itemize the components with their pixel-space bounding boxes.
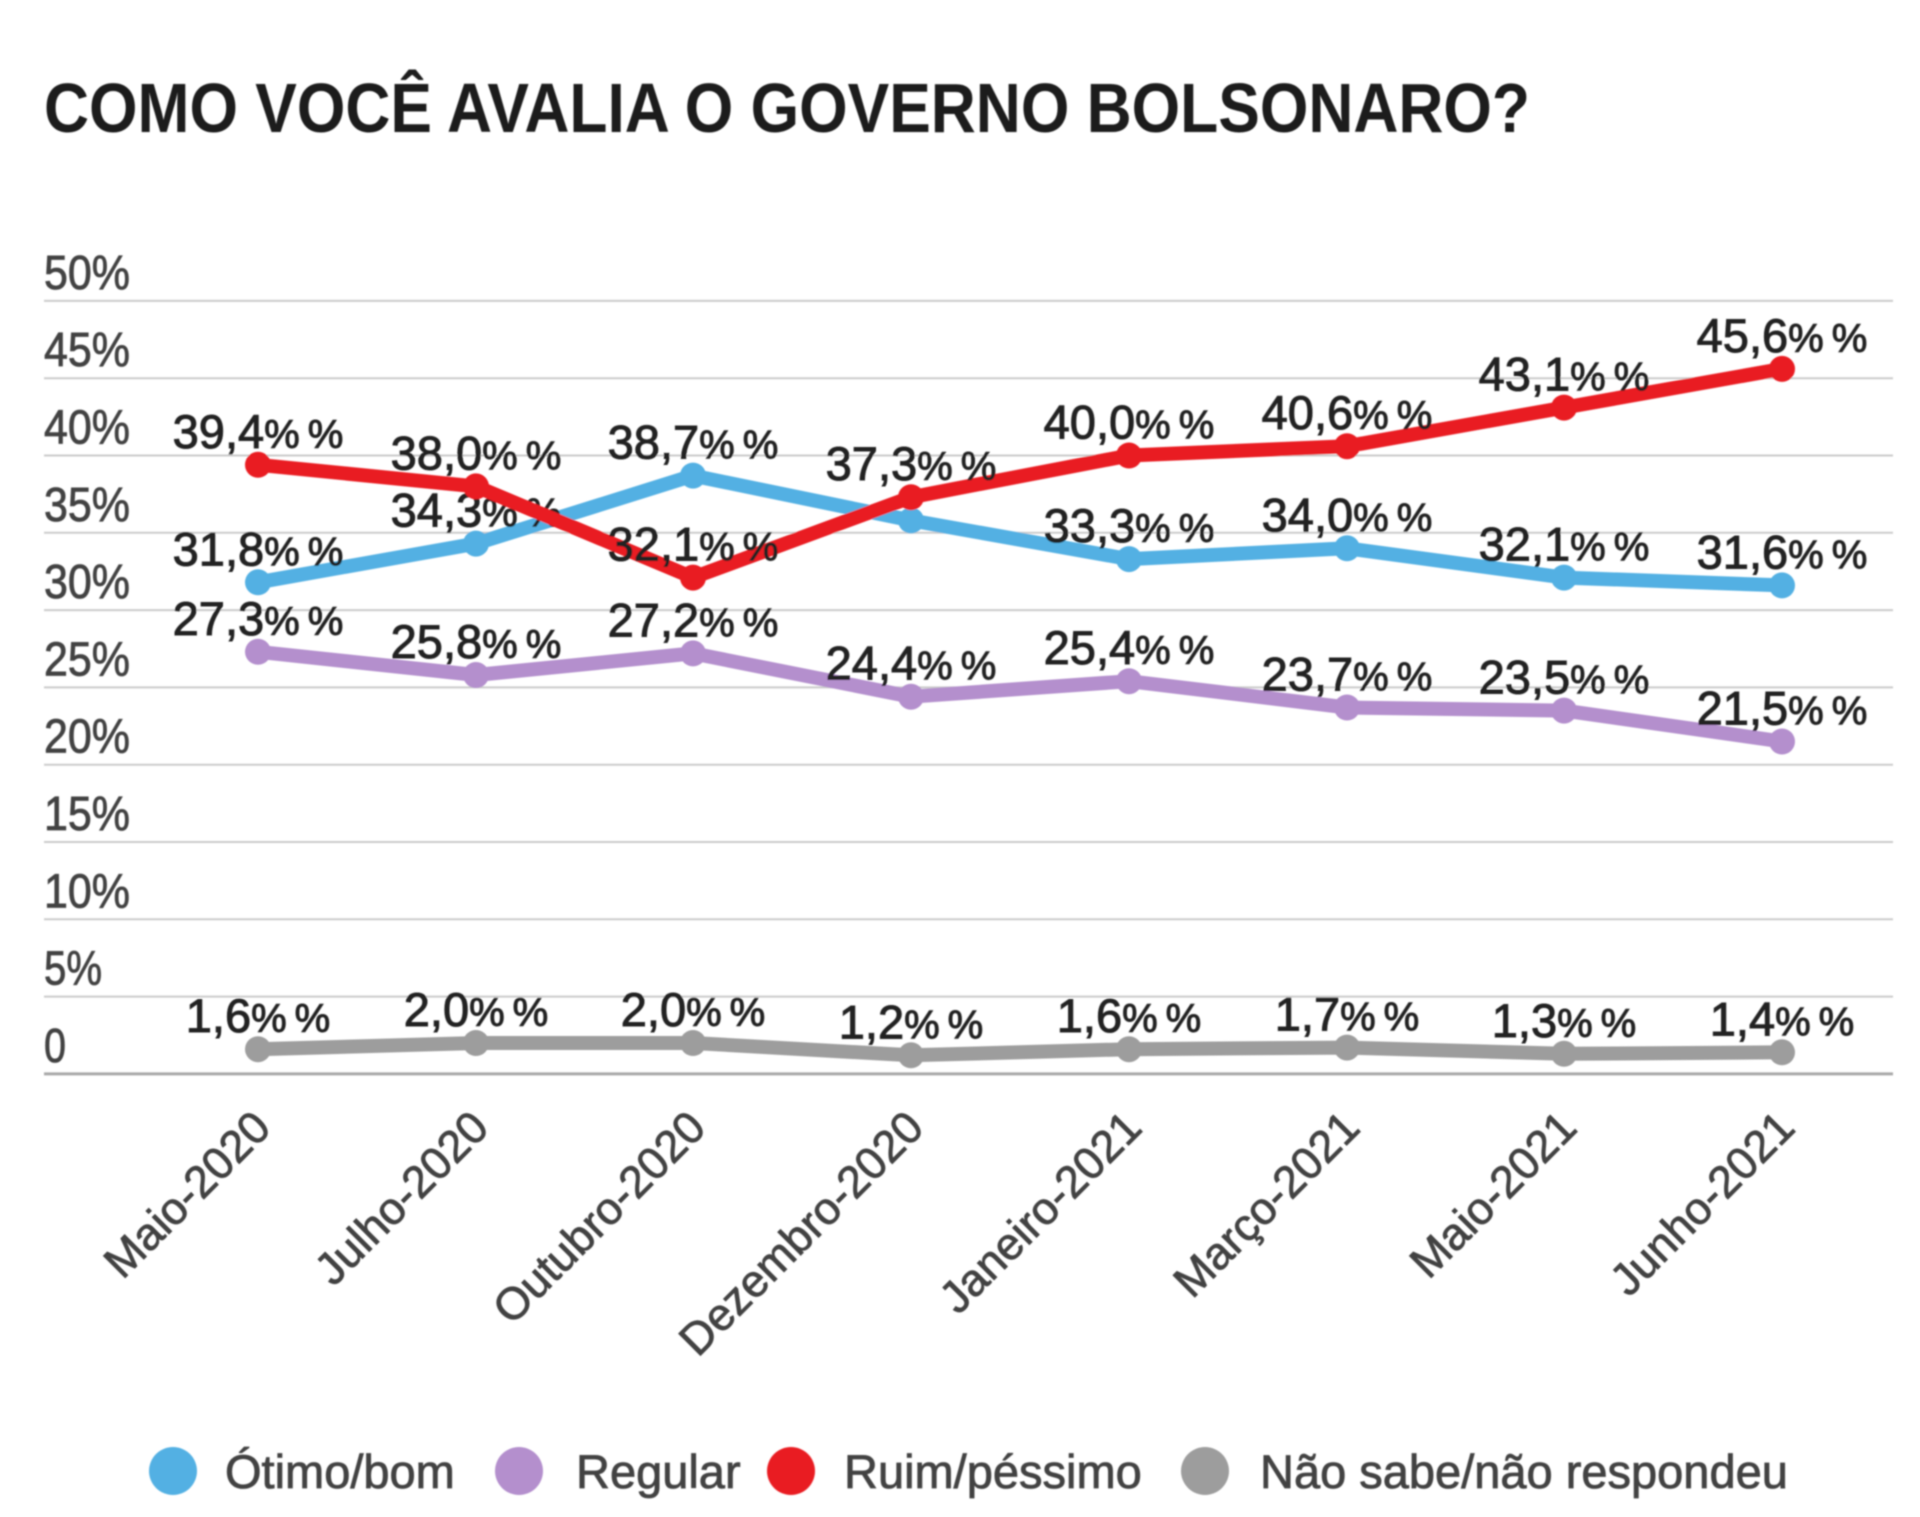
svg-text:31,8%%: 31,8%% xyxy=(173,522,344,575)
svg-text:COMO VOCÊ AVALIA O GOVERNO BOL: COMO VOCÊ AVALIA O GOVERNO BOLSONARO? xyxy=(44,68,1530,147)
svg-text:2,0%%: 2,0%% xyxy=(621,983,766,1036)
svg-text:1,7%%: 1,7%% xyxy=(1275,988,1420,1041)
svg-text:43,1%%: 43,1%% xyxy=(1479,348,1650,401)
svg-text:24,4%%: 24,4%% xyxy=(826,637,997,690)
svg-text:50%: 50% xyxy=(44,247,130,300)
svg-text:20%: 20% xyxy=(44,711,130,764)
svg-text:34,0%%: 34,0%% xyxy=(1262,488,1433,541)
svg-text:39,4%%: 39,4%% xyxy=(173,405,344,458)
svg-text:15%: 15% xyxy=(44,788,130,841)
svg-text:40,0%%: 40,0%% xyxy=(1044,396,1215,449)
svg-text:38,0%%: 38,0%% xyxy=(391,426,562,479)
svg-text:Ótimo/bom: Ótimo/bom xyxy=(225,1445,455,1498)
svg-text:27,3%%: 27,3%% xyxy=(173,592,344,645)
svg-text:31,6%%: 31,6%% xyxy=(1697,525,1868,578)
svg-text:21,5%%: 21,5%% xyxy=(1697,682,1868,735)
svg-text:2,0%%: 2,0%% xyxy=(404,983,549,1036)
svg-text:40,6%%: 40,6%% xyxy=(1262,386,1433,439)
svg-text:37,3%%: 37,3%% xyxy=(826,437,997,490)
svg-text:25,4%%: 25,4%% xyxy=(1044,621,1215,674)
svg-text:10%: 10% xyxy=(44,865,130,918)
svg-text:1,4%%: 1,4%% xyxy=(1710,992,1855,1045)
svg-text:1,3%%: 1,3%% xyxy=(1492,994,1637,1047)
svg-text:23,5%%: 23,5%% xyxy=(1479,651,1650,704)
svg-text:5%: 5% xyxy=(44,943,102,996)
svg-text:1,2%%: 1,2%% xyxy=(839,995,984,1048)
svg-text:45,6%%: 45,6%% xyxy=(1697,309,1868,362)
svg-text:45%: 45% xyxy=(44,324,130,377)
svg-text:38,7%%: 38,7%% xyxy=(608,416,779,469)
svg-text:Regular: Regular xyxy=(576,1445,741,1498)
svg-text:32,1%%: 32,1%% xyxy=(608,518,779,571)
svg-text:Ruim/péssimo: Ruim/péssimo xyxy=(844,1445,1142,1498)
svg-text:0: 0 xyxy=(44,1020,66,1073)
svg-text:1,6%%: 1,6%% xyxy=(186,989,331,1042)
svg-text:1,6%%: 1,6%% xyxy=(1057,989,1202,1042)
svg-text:32,1%%: 32,1%% xyxy=(1479,518,1650,571)
svg-text:25,8%%: 25,8%% xyxy=(391,615,562,668)
svg-text:35%: 35% xyxy=(44,479,130,532)
svg-text:Não sabe/não respondeu: Não sabe/não respondeu xyxy=(1260,1445,1788,1498)
svg-text:40%: 40% xyxy=(44,402,130,455)
svg-text:23,7%%: 23,7%% xyxy=(1262,648,1433,701)
svg-text:30%: 30% xyxy=(44,556,130,609)
svg-text:25%: 25% xyxy=(44,633,130,686)
svg-text:27,2%%: 27,2%% xyxy=(608,593,779,646)
svg-text:33,3%%: 33,3%% xyxy=(1044,499,1215,552)
